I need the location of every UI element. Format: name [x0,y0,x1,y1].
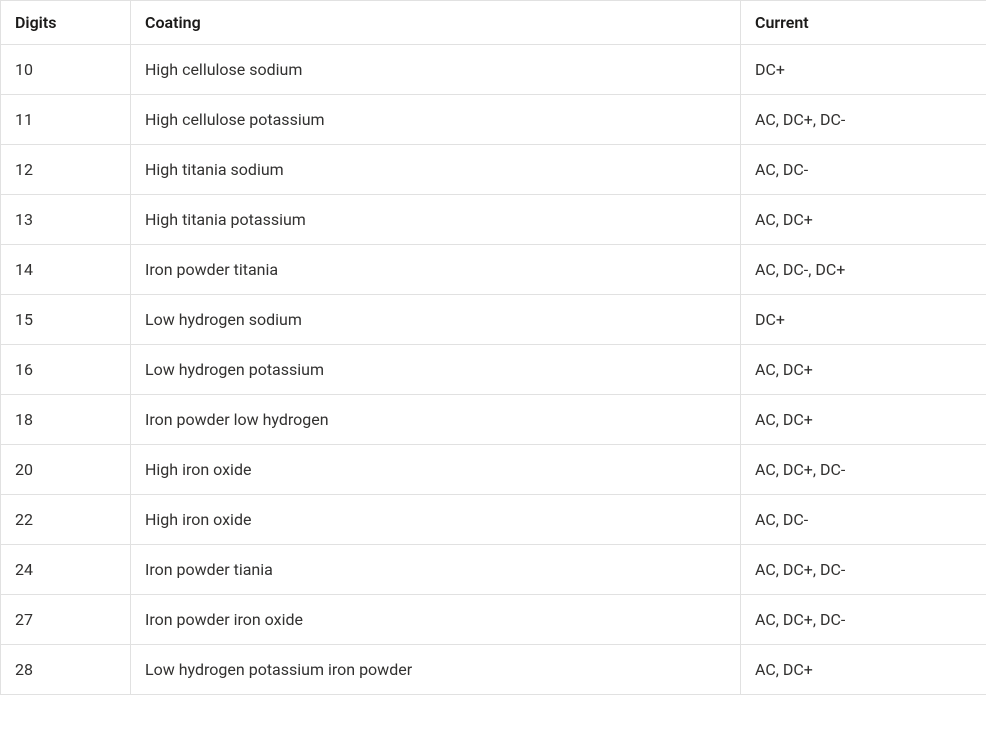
table-row: 15 Low hydrogen sodium DC+ [1,295,986,345]
table-header: Digits Coating Current [1,1,986,45]
col-header-current: Current [741,1,986,45]
cell-coating: Low hydrogen potassium [131,345,741,395]
cell-coating: Low hydrogen potassium iron powder [131,645,741,695]
cell-digits: 28 [1,645,131,695]
table-row: 27 Iron powder iron oxide AC, DC+, DC- [1,595,986,645]
cell-coating: High cellulose sodium [131,45,741,95]
cell-current: AC, DC- [741,495,986,545]
cell-digits: 14 [1,245,131,295]
electrode-coating-table: Digits Coating Current 10 High cellulose… [0,0,986,695]
table-row: 14 Iron powder titania AC, DC-, DC+ [1,245,986,295]
cell-digits: 10 [1,45,131,95]
cell-digits: 13 [1,195,131,245]
cell-coating: High iron oxide [131,495,741,545]
cell-coating: Iron powder iron oxide [131,595,741,645]
cell-current: DC+ [741,45,986,95]
cell-coating: High iron oxide [131,445,741,495]
table-row: 18 Iron powder low hydrogen AC, DC+ [1,395,986,445]
cell-current: AC, DC+, DC- [741,595,986,645]
table-row: 11 High cellulose potassium AC, DC+, DC- [1,95,986,145]
table-row: 20 High iron oxide AC, DC+, DC- [1,445,986,495]
table-row: 24 Iron powder tiania AC, DC+, DC- [1,545,986,595]
cell-coating: Iron powder low hydrogen [131,395,741,445]
table-body: 10 High cellulose sodium DC+ 11 High cel… [1,45,986,695]
cell-digits: 16 [1,345,131,395]
table-header-row: Digits Coating Current [1,1,986,45]
cell-current: AC, DC-, DC+ [741,245,986,295]
col-header-digits: Digits [1,1,131,45]
cell-coating: Iron powder tiania [131,545,741,595]
cell-current: AC, DC+, DC- [741,95,986,145]
cell-coating: High titania sodium [131,145,741,195]
cell-current: AC, DC- [741,145,986,195]
cell-coating: High titania potassium [131,195,741,245]
col-header-coating: Coating [131,1,741,45]
cell-digits: 24 [1,545,131,595]
table-row: 28 Low hydrogen potassium iron powder AC… [1,645,986,695]
cell-current: DC+ [741,295,986,345]
table-row: 16 Low hydrogen potassium AC, DC+ [1,345,986,395]
cell-coating: Iron powder titania [131,245,741,295]
cell-current: AC, DC+ [741,345,986,395]
cell-current: AC, DC+ [741,645,986,695]
cell-digits: 20 [1,445,131,495]
cell-digits: 11 [1,95,131,145]
cell-current: AC, DC+ [741,195,986,245]
cell-coating: Low hydrogen sodium [131,295,741,345]
cell-current: AC, DC+, DC- [741,545,986,595]
cell-coating: High cellulose potassium [131,95,741,145]
table-row: 13 High titania potassium AC, DC+ [1,195,986,245]
cell-digits: 15 [1,295,131,345]
table-row: 12 High titania sodium AC, DC- [1,145,986,195]
cell-digits: 22 [1,495,131,545]
cell-digits: 12 [1,145,131,195]
data-table: Digits Coating Current 10 High cellulose… [0,0,986,695]
table-row: 10 High cellulose sodium DC+ [1,45,986,95]
table-row: 22 High iron oxide AC, DC- [1,495,986,545]
cell-current: AC, DC+, DC- [741,445,986,495]
cell-digits: 18 [1,395,131,445]
cell-current: AC, DC+ [741,395,986,445]
cell-digits: 27 [1,595,131,645]
